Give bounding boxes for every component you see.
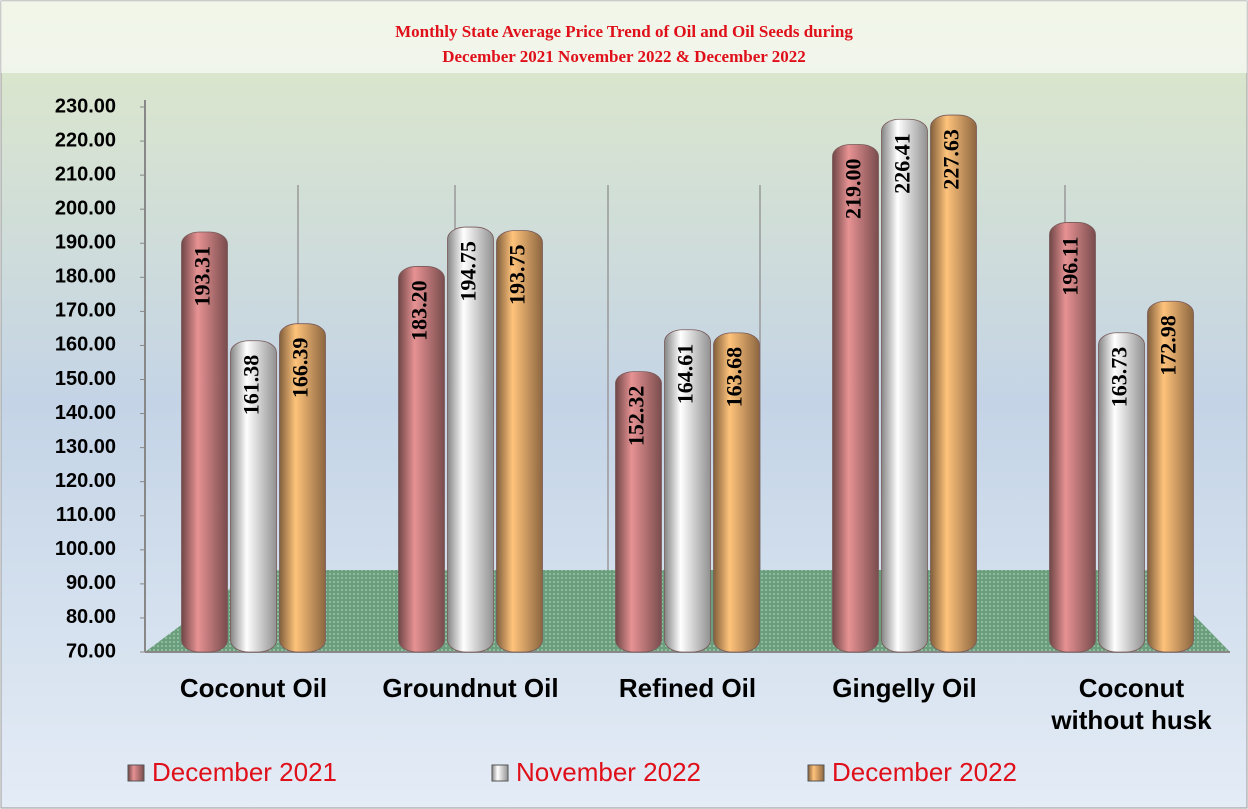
x-tick-label: Gingelly Oil (832, 673, 977, 703)
chart-title: December 2021 November 2022 & December 2… (442, 47, 806, 66)
y-tick-label: 180.00 (55, 266, 116, 288)
data-label: 219.00 (841, 158, 866, 219)
y-tick-label: 230.00 (55, 95, 116, 117)
y-tick-label: 190.00 (55, 232, 116, 254)
y-tick-label: 110.00 (56, 504, 116, 526)
x-tick-label: Coconut Oil (179, 673, 328, 703)
bar (447, 226, 494, 653)
y-tick-label: 200.00 (55, 197, 116, 219)
legend-label: December 2022 (832, 757, 1017, 787)
data-label: 163.68 (722, 347, 747, 408)
bar (1049, 222, 1096, 653)
data-label: 172.98 (1156, 315, 1181, 376)
legend-label: December 2021 (152, 757, 337, 787)
bar (881, 118, 928, 653)
y-tick-label: 220.00 (55, 129, 116, 151)
title-band (1, 1, 1247, 73)
data-label: 152.32 (624, 386, 649, 447)
bar (664, 329, 711, 653)
x-tick-label: Refined Oil (618, 673, 757, 703)
data-label: 193.75 (505, 244, 530, 305)
x-tick-label: Coconut without husk (1051, 673, 1212, 735)
chart-title: Monthly State Average Price Trend of Oil… (395, 22, 853, 41)
y-tick-label: 150.00 (55, 368, 116, 390)
data-label: 196.11 (1058, 236, 1083, 295)
bar (181, 231, 228, 653)
data-label: 193.31 (190, 246, 215, 307)
bar (1147, 300, 1194, 653)
data-label: 194.75 (456, 241, 481, 302)
legend-swatch (491, 764, 509, 782)
bar (279, 323, 326, 653)
bar (930, 114, 977, 653)
y-tick-label: 70.00 (66, 640, 116, 662)
bar (713, 332, 760, 653)
bar (832, 144, 879, 653)
data-label: 166.39 (288, 338, 313, 399)
y-tick-label: 140.00 (55, 402, 116, 424)
legend-label: November 2022 (516, 757, 701, 787)
y-tick-label: 80.00 (66, 606, 116, 628)
bar (615, 371, 662, 653)
y-tick-label: 120.00 (55, 470, 116, 492)
x-tick-label: Groundnut Oil (382, 673, 559, 703)
y-tick-label: 90.00 (66, 572, 116, 594)
y-tick-label: 160.00 (55, 334, 116, 356)
bar (230, 340, 277, 653)
legend-swatch (807, 764, 825, 782)
y-tick-label: 130.00 (55, 436, 116, 458)
data-label: 163.73 (1107, 347, 1132, 408)
data-label: 164.61 (673, 344, 698, 405)
y-tick-label: 100.00 (55, 538, 116, 560)
y-tick-label: 210.00 (55, 163, 116, 185)
data-label: 226.41 (890, 133, 915, 194)
data-label: 227.63 (939, 129, 964, 190)
y-tick-label: 170.00 (55, 300, 116, 322)
data-label: 183.20 (407, 280, 432, 341)
bar (496, 230, 543, 653)
legend-swatch (127, 764, 145, 782)
bar (398, 266, 445, 653)
data-label: 161.38 (239, 355, 264, 416)
bar (1098, 332, 1145, 653)
